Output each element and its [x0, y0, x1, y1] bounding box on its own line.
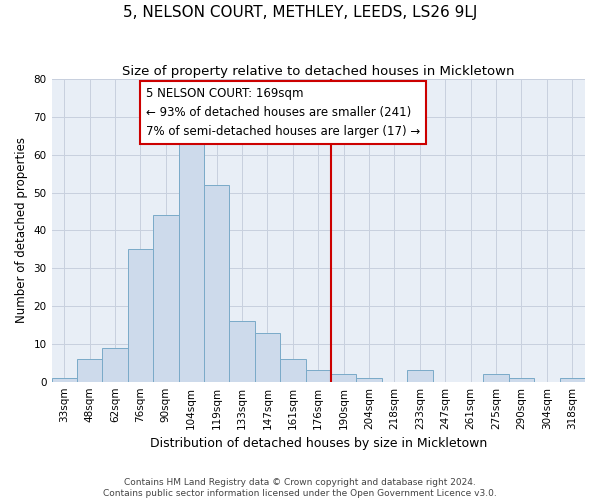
Bar — [484, 374, 509, 382]
Title: Size of property relative to detached houses in Mickletown: Size of property relative to detached ho… — [122, 65, 515, 78]
Bar — [229, 321, 255, 382]
Bar — [103, 348, 128, 382]
Bar — [204, 185, 229, 382]
Text: 5 NELSON COURT: 169sqm
← 93% of detached houses are smaller (241)
7% of semi-det: 5 NELSON COURT: 169sqm ← 93% of detached… — [146, 86, 420, 138]
Bar — [153, 216, 179, 382]
Bar — [356, 378, 382, 382]
X-axis label: Distribution of detached houses by size in Mickletown: Distribution of detached houses by size … — [149, 437, 487, 450]
Bar — [179, 144, 204, 382]
Text: Contains HM Land Registry data © Crown copyright and database right 2024.
Contai: Contains HM Land Registry data © Crown c… — [103, 478, 497, 498]
Bar — [305, 370, 331, 382]
Bar — [280, 359, 305, 382]
Bar — [77, 359, 103, 382]
Bar — [255, 332, 280, 382]
Bar — [331, 374, 356, 382]
Bar — [560, 378, 585, 382]
Y-axis label: Number of detached properties: Number of detached properties — [15, 138, 28, 324]
Bar — [407, 370, 433, 382]
Text: 5, NELSON COURT, METHLEY, LEEDS, LS26 9LJ: 5, NELSON COURT, METHLEY, LEEDS, LS26 9L… — [123, 5, 477, 20]
Bar — [509, 378, 534, 382]
Bar — [128, 250, 153, 382]
Bar — [52, 378, 77, 382]
